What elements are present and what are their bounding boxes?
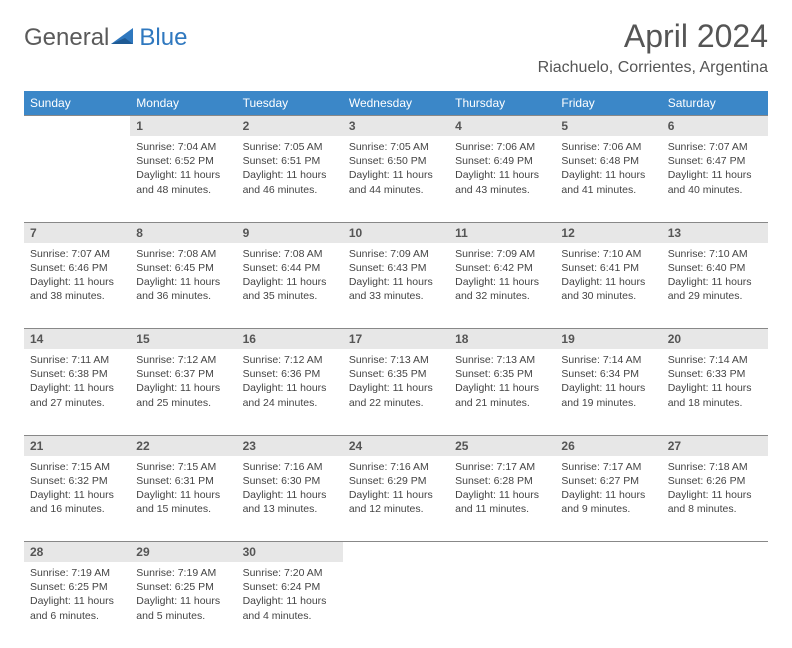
day-content-cell: Sunrise: 7:14 AMSunset: 6:33 PMDaylight:…	[662, 349, 768, 435]
day-number-cell: 26	[555, 435, 661, 456]
day-content-cell: Sunrise: 7:10 AMSunset: 6:41 PMDaylight:…	[555, 243, 661, 329]
day-content-cell: Sunrise: 7:10 AMSunset: 6:40 PMDaylight:…	[662, 243, 768, 329]
day-content-cell: Sunrise: 7:17 AMSunset: 6:28 PMDaylight:…	[449, 456, 555, 542]
logo-text-general: General	[24, 24, 109, 52]
day-number-cell: 25	[449, 435, 555, 456]
day-number-cell: 22	[130, 435, 236, 456]
day-number-cell: 12	[555, 222, 661, 243]
day-content-cell: Sunrise: 7:09 AMSunset: 6:43 PMDaylight:…	[343, 243, 449, 329]
day-number-cell: 15	[130, 329, 236, 350]
day-content-cell: Sunrise: 7:07 AMSunset: 6:46 PMDaylight:…	[24, 243, 130, 329]
day-content-cell	[343, 562, 449, 648]
day-content-row: Sunrise: 7:07 AMSunset: 6:46 PMDaylight:…	[24, 243, 768, 329]
day-content-row: Sunrise: 7:11 AMSunset: 6:38 PMDaylight:…	[24, 349, 768, 435]
day-number-cell: 5	[555, 116, 661, 137]
location: Riachuelo, Corrientes, Argentina	[538, 59, 768, 77]
day-number-cell: 10	[343, 222, 449, 243]
day-number-cell: 9	[237, 222, 343, 243]
day-number-cell: 14	[24, 329, 130, 350]
day-content-row: Sunrise: 7:19 AMSunset: 6:25 PMDaylight:…	[24, 562, 768, 648]
day-content-row: Sunrise: 7:15 AMSunset: 6:32 PMDaylight:…	[24, 456, 768, 542]
calendar-table: Sunday Monday Tuesday Wednesday Thursday…	[24, 91, 768, 648]
day-content-cell: Sunrise: 7:08 AMSunset: 6:45 PMDaylight:…	[130, 243, 236, 329]
day-number-cell: 16	[237, 329, 343, 350]
weekday-header: Monday	[130, 91, 236, 116]
day-content-cell: Sunrise: 7:09 AMSunset: 6:42 PMDaylight:…	[449, 243, 555, 329]
day-number-cell: 30	[237, 542, 343, 563]
day-content-cell: Sunrise: 7:13 AMSunset: 6:35 PMDaylight:…	[343, 349, 449, 435]
day-content-cell: Sunrise: 7:15 AMSunset: 6:31 PMDaylight:…	[130, 456, 236, 542]
day-number-cell	[555, 542, 661, 563]
day-content-cell: Sunrise: 7:18 AMSunset: 6:26 PMDaylight:…	[662, 456, 768, 542]
weekday-header-row: Sunday Monday Tuesday Wednesday Thursday…	[24, 91, 768, 116]
day-number-cell: 28	[24, 542, 130, 563]
day-number-cell: 8	[130, 222, 236, 243]
day-number-cell: 4	[449, 116, 555, 137]
day-number-cell: 13	[662, 222, 768, 243]
day-number-cell: 3	[343, 116, 449, 137]
month-title: April 2024	[538, 18, 768, 55]
day-number-cell	[662, 542, 768, 563]
day-content-cell: Sunrise: 7:05 AMSunset: 6:51 PMDaylight:…	[237, 136, 343, 222]
day-number-cell: 21	[24, 435, 130, 456]
header: General Blue April 2024 Riachuelo, Corri…	[24, 18, 768, 77]
day-content-cell: Sunrise: 7:16 AMSunset: 6:29 PMDaylight:…	[343, 456, 449, 542]
day-content-cell: Sunrise: 7:07 AMSunset: 6:47 PMDaylight:…	[662, 136, 768, 222]
day-content-cell: Sunrise: 7:14 AMSunset: 6:34 PMDaylight:…	[555, 349, 661, 435]
day-number-cell: 29	[130, 542, 236, 563]
day-number-cell: 18	[449, 329, 555, 350]
day-number-cell: 27	[662, 435, 768, 456]
day-number-cell: 20	[662, 329, 768, 350]
day-content-cell	[24, 136, 130, 222]
day-number-row: 78910111213	[24, 222, 768, 243]
day-content-cell: Sunrise: 7:06 AMSunset: 6:49 PMDaylight:…	[449, 136, 555, 222]
day-content-cell	[662, 562, 768, 648]
day-number-row: 123456	[24, 116, 768, 137]
day-content-row: Sunrise: 7:04 AMSunset: 6:52 PMDaylight:…	[24, 136, 768, 222]
day-content-cell	[555, 562, 661, 648]
day-number-cell	[449, 542, 555, 563]
logo-triangle-icon	[111, 26, 137, 51]
day-number-cell	[24, 116, 130, 137]
day-number-cell: 2	[237, 116, 343, 137]
day-number-cell: 6	[662, 116, 768, 137]
day-content-cell: Sunrise: 7:15 AMSunset: 6:32 PMDaylight:…	[24, 456, 130, 542]
day-number-cell: 17	[343, 329, 449, 350]
day-content-cell: Sunrise: 7:16 AMSunset: 6:30 PMDaylight:…	[237, 456, 343, 542]
day-content-cell: Sunrise: 7:11 AMSunset: 6:38 PMDaylight:…	[24, 349, 130, 435]
day-content-cell	[449, 562, 555, 648]
weekday-header: Friday	[555, 91, 661, 116]
day-content-cell: Sunrise: 7:13 AMSunset: 6:35 PMDaylight:…	[449, 349, 555, 435]
day-number-cell: 24	[343, 435, 449, 456]
logo-text-blue: Blue	[139, 24, 187, 52]
day-content-cell: Sunrise: 7:19 AMSunset: 6:25 PMDaylight:…	[24, 562, 130, 648]
weekday-header: Thursday	[449, 91, 555, 116]
day-number-cell: 23	[237, 435, 343, 456]
day-number-cell	[343, 542, 449, 563]
day-content-cell: Sunrise: 7:05 AMSunset: 6:50 PMDaylight:…	[343, 136, 449, 222]
day-content-cell: Sunrise: 7:12 AMSunset: 6:36 PMDaylight:…	[237, 349, 343, 435]
day-content-cell: Sunrise: 7:20 AMSunset: 6:24 PMDaylight:…	[237, 562, 343, 648]
day-number-row: 21222324252627	[24, 435, 768, 456]
day-content-cell: Sunrise: 7:04 AMSunset: 6:52 PMDaylight:…	[130, 136, 236, 222]
day-number-cell: 1	[130, 116, 236, 137]
day-content-cell: Sunrise: 7:12 AMSunset: 6:37 PMDaylight:…	[130, 349, 236, 435]
day-content-cell: Sunrise: 7:17 AMSunset: 6:27 PMDaylight:…	[555, 456, 661, 542]
calendar-body: 123456Sunrise: 7:04 AMSunset: 6:52 PMDay…	[24, 116, 768, 648]
day-number-cell: 7	[24, 222, 130, 243]
day-content-cell: Sunrise: 7:06 AMSunset: 6:48 PMDaylight:…	[555, 136, 661, 222]
day-content-cell: Sunrise: 7:19 AMSunset: 6:25 PMDaylight:…	[130, 562, 236, 648]
weekday-header: Sunday	[24, 91, 130, 116]
logo: General Blue	[24, 24, 187, 52]
day-number-cell: 11	[449, 222, 555, 243]
title-block: April 2024 Riachuelo, Corrientes, Argent…	[538, 18, 768, 77]
weekday-header: Wednesday	[343, 91, 449, 116]
weekday-header: Tuesday	[237, 91, 343, 116]
day-number-row: 14151617181920	[24, 329, 768, 350]
day-number-cell: 19	[555, 329, 661, 350]
day-number-row: 282930	[24, 542, 768, 563]
weekday-header: Saturday	[662, 91, 768, 116]
day-content-cell: Sunrise: 7:08 AMSunset: 6:44 PMDaylight:…	[237, 243, 343, 329]
